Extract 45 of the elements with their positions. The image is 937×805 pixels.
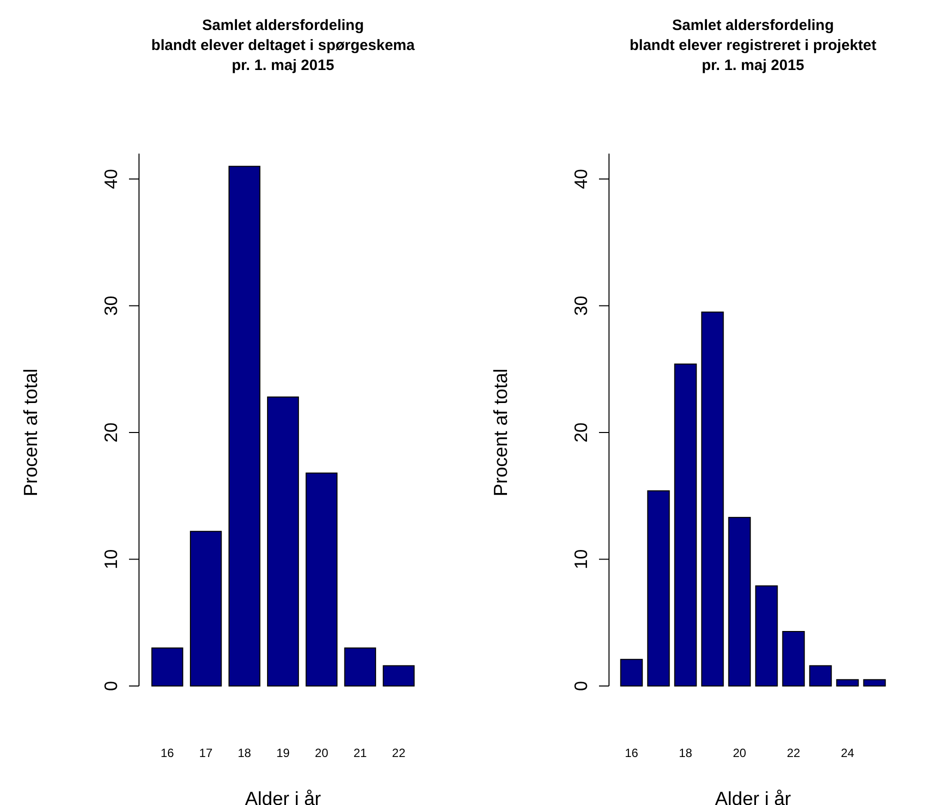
y-axis-title: Procent af total xyxy=(21,368,42,496)
bar xyxy=(782,630,805,686)
bar xyxy=(267,396,299,686)
bar xyxy=(674,364,697,686)
y-tick-label: 30 xyxy=(571,296,591,316)
bar xyxy=(836,679,859,686)
bar xyxy=(306,472,338,686)
bar xyxy=(620,658,643,686)
x-tick-label: 20 xyxy=(314,746,329,760)
chart-title: Samlet aldersfordeling blandt elever deltaget i spørgeskema pr. 1. maj 2015 xyxy=(151,17,416,74)
bar xyxy=(755,585,778,686)
y-tick-label: 0 xyxy=(571,680,591,692)
bar xyxy=(863,679,886,686)
bar xyxy=(151,647,184,686)
bar xyxy=(344,647,376,686)
bar xyxy=(382,665,415,686)
x-tick-label: 22 xyxy=(392,746,406,760)
x-tick-label: 18 xyxy=(678,746,692,760)
x-tick-label: 19 xyxy=(276,746,290,760)
y-tick-label: 0 xyxy=(101,680,121,692)
x-tick-label: 16 xyxy=(160,746,174,760)
bar xyxy=(228,166,260,686)
y-tick-label: 10 xyxy=(571,549,591,570)
y-tick-label: 40 xyxy=(571,168,591,190)
x-axis-title: Alder i år xyxy=(244,789,322,805)
x-tick-label: 20 xyxy=(732,746,746,760)
x-tick-label: 16 xyxy=(624,746,638,760)
x-tick-label: 17 xyxy=(199,746,213,760)
bar xyxy=(809,665,832,686)
x-axis-title: Alder i år xyxy=(714,789,792,805)
bar xyxy=(728,516,751,686)
x-tick-label: 24 xyxy=(840,746,854,760)
bar xyxy=(190,530,222,686)
x-tick-label: 21 xyxy=(353,746,368,760)
y-tick-label: 40 xyxy=(101,168,121,190)
x-tick-label: 22 xyxy=(786,746,800,760)
bar xyxy=(647,490,670,686)
y-tick-label: 20 xyxy=(101,422,121,443)
y-tick-label: 20 xyxy=(571,422,591,443)
y-tick-label: 10 xyxy=(101,549,121,570)
bar xyxy=(701,312,724,686)
x-tick-label: 18 xyxy=(238,746,252,760)
chart-title: Samlet aldersfordeling blandt elever registreret i projektet pr. 1. maj 2015 xyxy=(630,17,876,74)
y-axis-title: Procent af total xyxy=(491,368,512,496)
y-tick-label: 30 xyxy=(101,296,121,316)
